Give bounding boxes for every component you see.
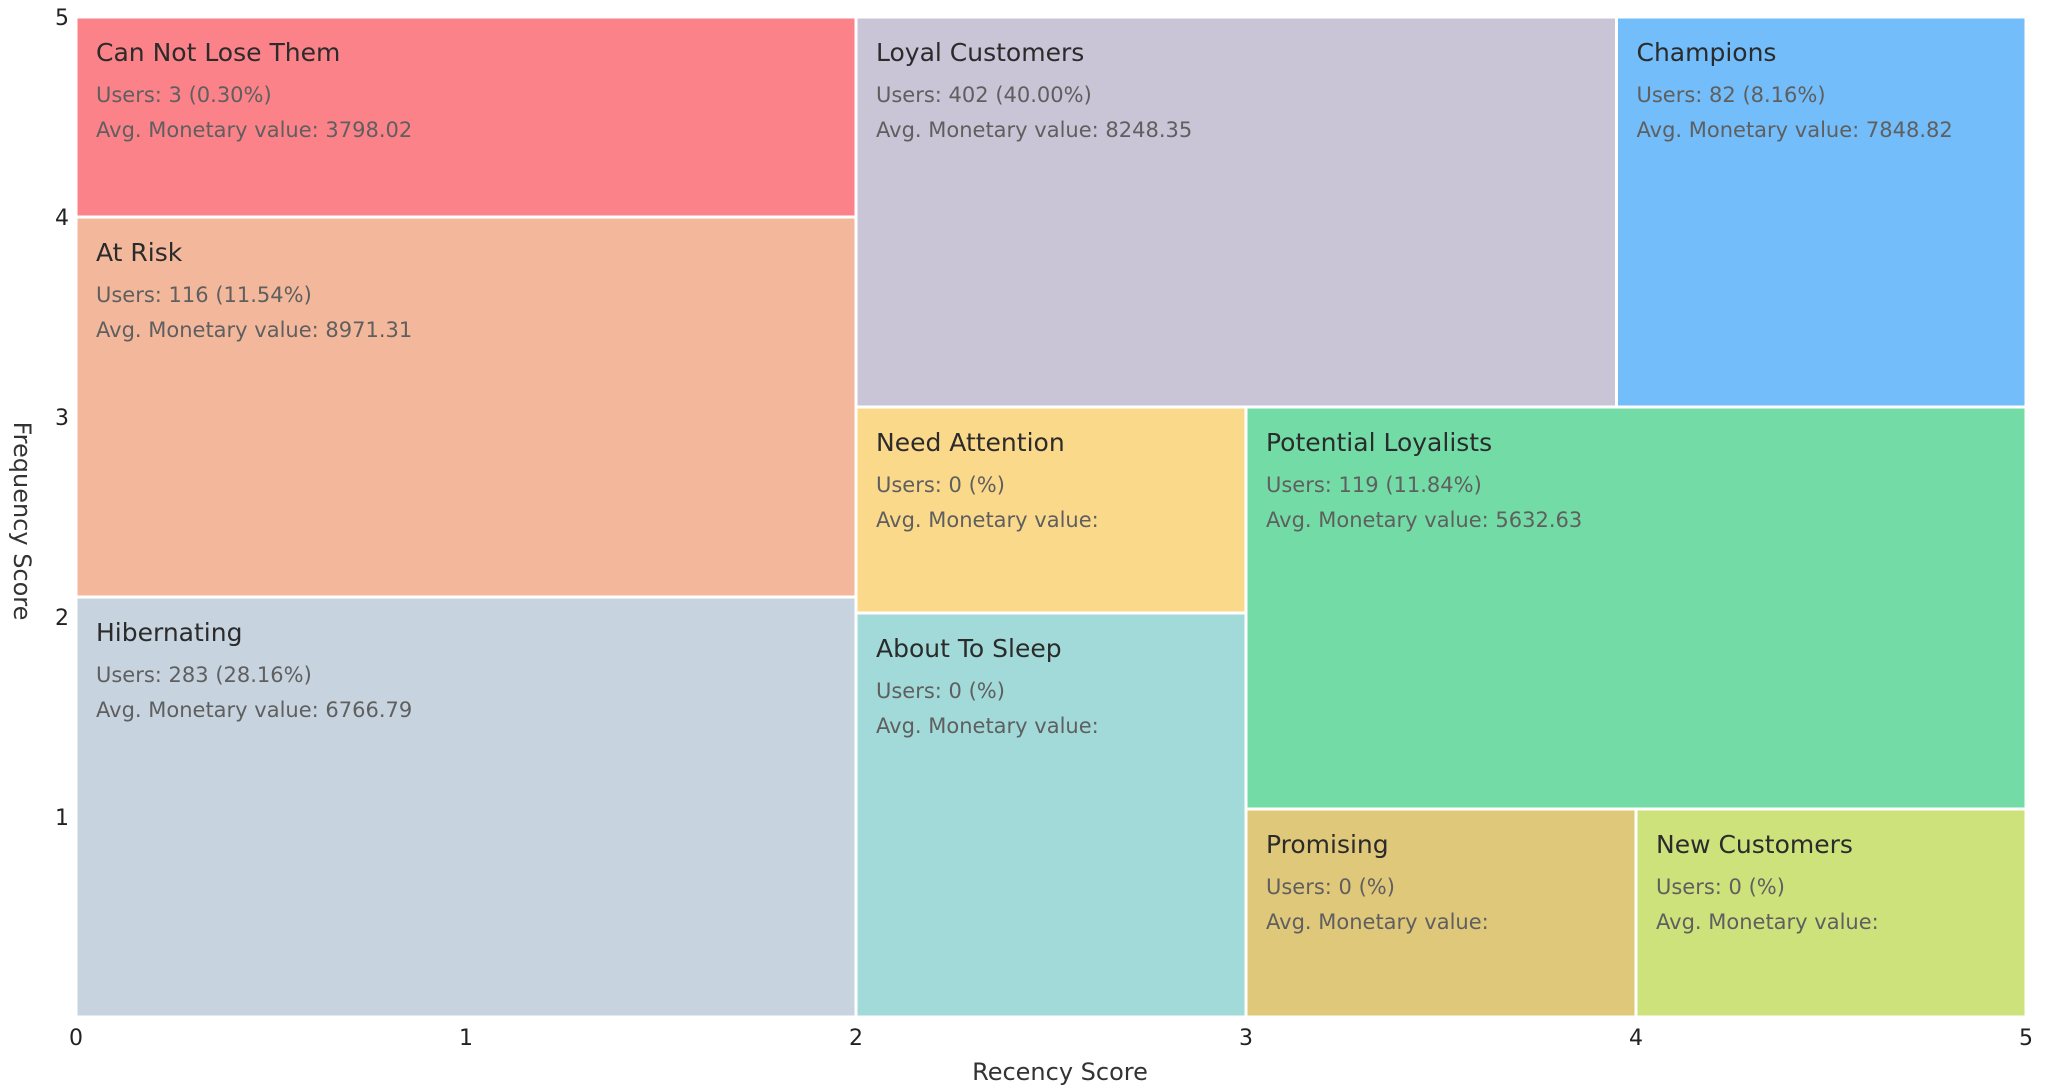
segment-name: Can Not Lose Them <box>96 38 340 67</box>
segment-monetary: Avg. Monetary value: 8971.31 <box>96 318 412 342</box>
segment-champions[interactable]: Champions Users: 82 (8.16%) Avg. Monetary … <box>1615 15 2028 409</box>
segment-rect <box>74 15 858 219</box>
segment-rect <box>854 611 1248 1019</box>
segment-rect <box>1615 15 2028 409</box>
segment-need-attention[interactable]: Need Attention Users: 0 (%) Avg. Monetary … <box>854 405 1248 615</box>
segment-new-customers[interactable]: New Customers Users: 0 (%) Avg. Monetary v… <box>1634 807 2028 1019</box>
x-tick-label: 5 <box>2019 1026 2033 1051</box>
segment-monetary: Avg. Monetary value: 5632.63 <box>1266 508 1582 532</box>
segment-rect <box>74 215 858 599</box>
segment-rect <box>74 595 858 1019</box>
segment-users: Users: 82 (8.16%) <box>1637 83 1826 107</box>
segment-rect <box>854 405 1248 615</box>
segment-name: About To Sleep <box>876 634 1062 663</box>
segment-users: Users: 119 (11.84%) <box>1266 473 1482 497</box>
segment-monetary: Avg. Monetary value: 3798.02 <box>96 118 412 142</box>
y-axis-ticks: 1 2 3 4 5 <box>55 6 69 831</box>
segment-monetary: Avg. Monetary value: 8248.35 <box>876 118 1192 142</box>
segment-at-risk[interactable]: At Risk Users: 116 (11.54%) Avg. Monetary … <box>74 215 858 599</box>
x-tick-label: 2 <box>849 1026 863 1051</box>
segment-rect <box>1244 405 2028 811</box>
segment-users: Users: 0 (%) <box>1656 875 1785 899</box>
segment-name: At Risk <box>96 238 183 267</box>
y-tick-label: 1 <box>55 806 69 831</box>
y-axis-title: Frequency Score <box>8 422 36 621</box>
segment-potential-loyalists[interactable]: Potential Loyalists Users: 119 (11.84%) Av… <box>1244 405 2028 811</box>
segment-about-to-sleep[interactable]: About To Sleep Users: 0 (%) Avg. Monetary … <box>854 611 1248 1019</box>
segment-monetary: Avg. Monetary value: <box>1266 910 1489 934</box>
segment-name: Promising <box>1266 830 1389 859</box>
segment-monetary: Avg. Monetary value: <box>876 508 1099 532</box>
y-tick-label: 3 <box>55 406 69 431</box>
segment-name: Champions <box>1637 38 1777 67</box>
x-tick-label: 4 <box>1629 1026 1643 1051</box>
segment-users: Users: 283 (28.16%) <box>96 663 312 687</box>
x-axis-ticks: 0 1 2 3 4 5 <box>69 1026 2033 1051</box>
segment-users: Users: 116 (11.54%) <box>96 283 312 307</box>
segment-users: Users: 402 (40.00%) <box>876 83 1092 107</box>
segment-users: Users: 0 (%) <box>1266 875 1395 899</box>
segment-monetary: Avg. Monetary value: <box>876 714 1099 738</box>
segment-rect <box>1244 807 1638 1019</box>
segment-rect <box>1634 807 2028 1019</box>
y-tick-label: 4 <box>55 206 69 231</box>
segment-can-not-lose-them[interactable]: Can Not Lose Them Users: 3 (0.30%) Avg. Mo… <box>74 15 858 219</box>
y-tick-label: 2 <box>55 606 69 631</box>
segment-hibernating[interactable]: Hibernating Users: 283 (28.16%) Avg. Monet… <box>74 595 858 1019</box>
segment-users: Users: 3 (0.30%) <box>96 83 272 107</box>
segment-name: Hibernating <box>96 618 242 647</box>
segment-rect <box>854 15 1618 409</box>
segment-monetary: Avg. Monetary value: <box>1656 910 1879 934</box>
segment-users: Users: 0 (%) <box>876 679 1005 703</box>
x-tick-label: 0 <box>69 1026 83 1051</box>
segment-name: New Customers <box>1656 830 1853 859</box>
x-tick-label: 3 <box>1239 1026 1253 1051</box>
segment-users: Users: 0 (%) <box>876 473 1005 497</box>
segments-layer: Can Not Lose Them Users: 3 (0.30%) Avg. Mo… <box>74 15 2028 1019</box>
segment-name: Need Attention <box>876 428 1065 457</box>
segment-promising[interactable]: Promising Users: 0 (%) Avg. Monetary value… <box>1244 807 1638 1019</box>
segment-name: Potential Loyalists <box>1266 428 1492 457</box>
segment-monetary: Avg. Monetary value: 6766.79 <box>96 698 412 722</box>
x-axis-title: Recency Score <box>972 1058 1148 1086</box>
segment-loyal-customers[interactable]: Loyal Customers Users: 402 (40.00%) Avg. M… <box>854 15 1618 409</box>
x-tick-label: 1 <box>459 1026 473 1051</box>
segment-name: Loyal Customers <box>876 38 1084 67</box>
segment-monetary: Avg. Monetary value: 7848.82 <box>1637 118 1953 142</box>
y-tick-label: 5 <box>55 6 69 31</box>
